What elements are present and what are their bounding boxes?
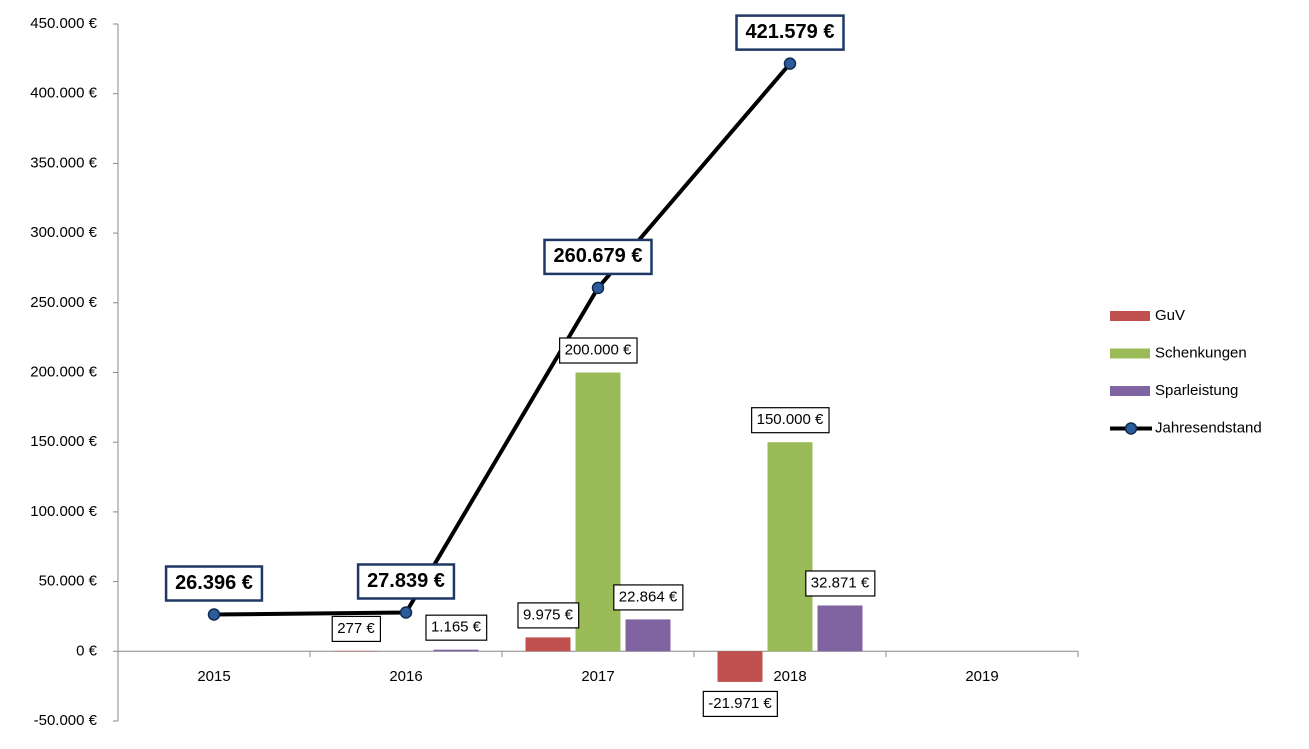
legend-swatch [1110,349,1150,359]
y-tick-label: 0 € [76,642,98,659]
bar [434,650,479,652]
bar-value-label: 200.000 € [565,341,632,358]
line-marker [593,282,604,293]
legend-marker [1126,423,1137,434]
bar-value-label: 150.000 € [757,411,824,428]
bar [768,442,813,651]
line [214,64,790,615]
bar-value-label: -21.971 € [708,695,772,712]
bar [818,605,863,651]
x-tick-label: 2015 [197,668,230,685]
x-tick-label: 2018 [773,668,806,685]
legend-label: GuV [1155,307,1185,324]
y-tick-label: 200.000 € [30,363,97,380]
bar [526,637,571,651]
y-tick-label: 300.000 € [30,224,97,241]
y-tick-label: 100.000 € [30,503,97,520]
bar-value-label: 32.871 € [811,574,870,591]
line-value-label: 260.679 € [554,245,643,267]
legend-swatch [1110,311,1150,321]
legend-label: Schenkungen [1155,344,1247,361]
y-tick-label: 50.000 € [39,573,98,590]
line-marker [401,607,412,618]
legend-label: Jahresendstand [1155,419,1262,436]
line-value-label: 421.579 € [746,21,835,43]
legend-label: Sparleistung [1155,382,1238,399]
line-value-label: 27.839 € [367,570,445,592]
line-marker [785,58,796,69]
y-tick-label: -50.000 € [34,712,98,729]
bar-value-label: 277 € [337,620,375,637]
bar-value-label: 1.165 € [431,619,482,636]
y-tick-label: 450.000 € [30,15,97,32]
bar [718,651,763,682]
bar [626,619,671,651]
x-tick-label: 2017 [581,668,614,685]
legend-swatch [1110,386,1150,396]
y-tick-label: 350.000 € [30,154,97,171]
y-tick-label: 150.000 € [30,433,97,450]
x-tick-label: 2016 [389,668,422,685]
y-tick-label: 250.000 € [30,294,97,311]
y-tick-label: 400.000 € [30,85,97,102]
bar-value-label: 9.975 € [523,606,574,623]
line-marker [209,609,220,620]
bar-value-label: 22.864 € [619,588,678,605]
x-tick-label: 2019 [965,668,998,685]
line-value-label: 26.396 € [175,572,253,594]
